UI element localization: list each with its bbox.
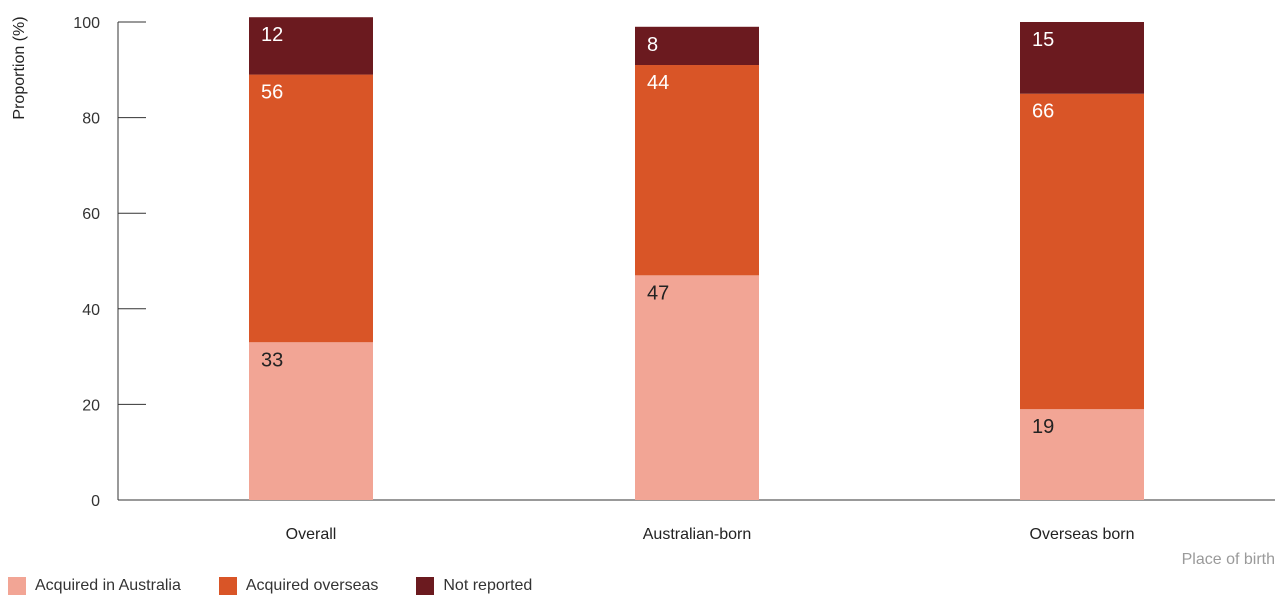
- legend-label: Not reported: [443, 577, 533, 594]
- x-tick-label: Australian-born: [643, 526, 752, 543]
- bar-segment: [1020, 409, 1144, 500]
- bar-segment: [249, 17, 373, 75]
- bar-segment: [1020, 22, 1144, 94]
- y-tick-label: 60: [82, 206, 100, 223]
- legend-item: Acquired overseas: [218, 577, 379, 595]
- y-tick-label: 0: [91, 493, 100, 510]
- x-axis: Overall Australian-born Overseas born: [118, 499, 1275, 543]
- data-label: 47: [647, 282, 669, 304]
- x-tick-label: Overseas born: [1030, 526, 1135, 543]
- bar-segment: [635, 275, 759, 500]
- bar-segment: [635, 65, 759, 276]
- legend-swatch: [218, 577, 237, 595]
- legend: Acquired in Australia Acquired overseas No…: [8, 577, 570, 595]
- bar-segment: [1020, 93, 1144, 410]
- y-tick-label: 80: [82, 111, 100, 128]
- y-axis-title: Proportion (%): [11, 16, 28, 119]
- y-tick-label: 100: [73, 15, 100, 32]
- bar-segment: [249, 342, 373, 500]
- x-axis-title: Place of birth: [1182, 551, 1275, 568]
- data-label: 19: [1032, 416, 1054, 438]
- x-tick-label: Overall: [286, 526, 337, 543]
- bar-segment: [635, 26, 759, 66]
- y-tick-label: 20: [82, 397, 100, 414]
- data-label: 56: [261, 82, 283, 104]
- data-label: 44: [647, 72, 669, 94]
- data-label: 66: [1032, 101, 1054, 123]
- y-axis: 0 20 40 60 80 100: [73, 15, 146, 510]
- bar-segment: [249, 74, 373, 343]
- legend-label: Acquired in Australia: [35, 577, 181, 594]
- y-tick-label: 40: [82, 302, 100, 319]
- legend-label: Acquired overseas: [245, 577, 379, 594]
- segment-labels: 33 56 12 47 44 8 19 66 15: [261, 24, 1054, 438]
- legend-swatch: [8, 577, 26, 595]
- data-label: 12: [261, 24, 283, 46]
- legend-item: Not reported: [416, 577, 532, 595]
- data-label: 8: [647, 34, 658, 56]
- data-label: 33: [261, 349, 283, 371]
- legend-swatch: [416, 577, 435, 595]
- data-label: 15: [1032, 29, 1054, 51]
- legend-item: Acquired in Australia: [8, 577, 181, 595]
- bars: [249, 17, 1144, 500]
